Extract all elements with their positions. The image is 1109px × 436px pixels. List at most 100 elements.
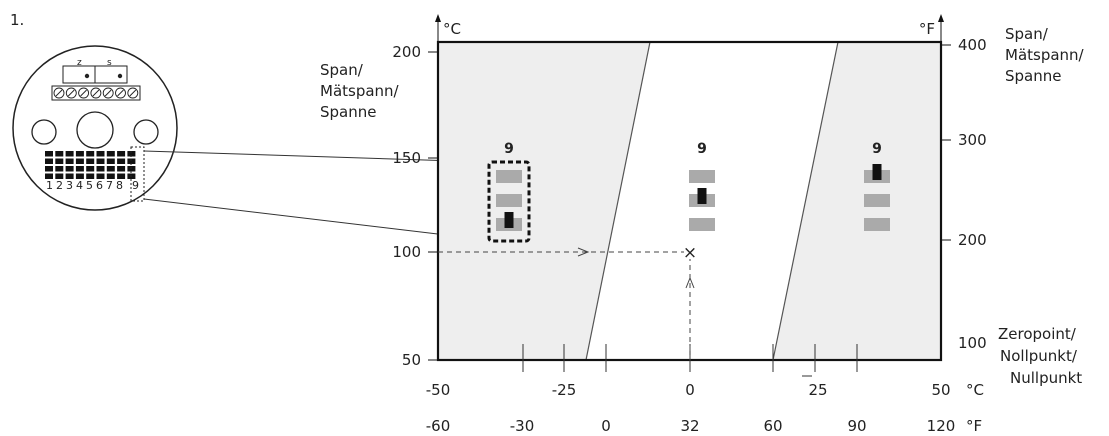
left-tick-label: 100: [392, 243, 421, 261]
dip-switch-cell: [117, 166, 126, 172]
range-boundary-line-right: [772, 41, 839, 361]
dip-number: 8: [116, 179, 123, 192]
right-tick-label: 300: [958, 131, 987, 149]
span-label-line: Mätspann/: [320, 82, 400, 100]
dip-switch-cell: [86, 151, 95, 157]
dip-switch-cell: [96, 166, 105, 172]
celsius-tick-label: 25: [808, 381, 827, 399]
switch-group: 9: [487, 141, 531, 243]
zero-label-line: Nullpunkt: [1010, 369, 1082, 387]
dip-number: 4: [76, 179, 83, 192]
fahrenheit-tick-label: -60: [426, 417, 451, 435]
dip-switch-cell: [86, 158, 95, 164]
fahrenheit-tick-label: 0: [601, 417, 611, 435]
left-axis-unit: °C: [443, 20, 461, 38]
right-axis-ticks: 400 300 200 100: [941, 36, 987, 352]
dip-switch-cell: [45, 173, 53, 179]
callout-line-bottom: [143, 198, 489, 241]
fahrenheit-unit: °F: [966, 417, 982, 435]
fahrenheit-tick-labels: -60 -30 0 32 60 90 120 °F: [426, 417, 982, 435]
callout-line-top: [143, 150, 489, 163]
dip-switch-cell: [75, 173, 84, 179]
zero-label-line: Zeropoint/: [998, 325, 1077, 343]
dip-number: 9: [132, 179, 139, 192]
switch-slot: [689, 170, 715, 183]
center-potentiometer: [76, 111, 114, 149]
dip-switch-cell: [75, 151, 84, 157]
dip-number: 5: [86, 179, 93, 192]
celsius-tick-label: 0: [685, 381, 695, 399]
dip-switch-cell: [127, 158, 136, 164]
dip-switch-cell: [55, 151, 64, 157]
dip-switch-cell: [106, 166, 115, 172]
right-axis-unit: °F: [919, 20, 935, 38]
guide-arrow-up: [685, 276, 695, 289]
shaded-region-right: [773, 42, 941, 360]
dip-number: 2: [56, 179, 63, 192]
dip-switch-cell: [75, 166, 84, 172]
dip-switch-cell: [65, 151, 74, 157]
switch-group: 9: [864, 141, 890, 231]
switch-slot: [496, 170, 522, 183]
zero-label-line: Nollpunkt/: [1000, 347, 1078, 365]
dip-switch-cell: [55, 166, 64, 172]
celsius-tick-labels: -50 -25 0 25 50 °C: [426, 381, 984, 399]
right-tick-label: 100: [958, 334, 987, 352]
dip-switch-cell: [127, 151, 136, 157]
range-boundary-line-left: [585, 41, 651, 361]
fahrenheit-tick-label: 90: [847, 417, 866, 435]
dip-number: 7: [106, 179, 113, 192]
switch-slot: [496, 194, 522, 207]
switch-group-label: 9: [504, 141, 514, 157]
jumper-s-dot: [117, 73, 123, 79]
span-label-line: Spanne: [320, 103, 376, 121]
switch-group-label: 9: [872, 141, 882, 157]
dip-switch-cell: [65, 158, 74, 164]
dip-switch-cell: [65, 173, 74, 179]
dip-switch-cell: [65, 166, 74, 172]
left-tick-label: 200: [392, 43, 421, 61]
switch-lever: [872, 164, 882, 180]
dip-switch-cell: [96, 173, 105, 179]
dip-switch-numbers: 1 2 3 4 5 6 7 8 9: [46, 179, 139, 192]
fahrenheit-tick-label: 32: [680, 417, 699, 435]
right-span-label: Span/ Mätspann/ Spanne: [1005, 25, 1085, 85]
fahrenheit-tick-label: 60: [763, 417, 782, 435]
celsius-tick-label: 50: [931, 381, 950, 399]
switch-slot: [864, 218, 890, 231]
dip-switch-cell: [106, 151, 115, 157]
celsius-unit: °C: [966, 381, 984, 399]
switch-slot: [689, 218, 715, 231]
dip-switch-cell: [45, 158, 53, 164]
dip-switch-cell: [106, 158, 115, 164]
dip-switch-cell: [106, 173, 115, 179]
celsius-tick-label: -25: [552, 381, 577, 399]
left-tick-label: 50: [402, 351, 421, 369]
switch-slot: [864, 194, 890, 207]
right-tick-label: 400: [958, 36, 987, 54]
left-span-label: Span/ Mätspann/ Spanne: [320, 61, 400, 121]
step-number: 1.: [10, 11, 24, 29]
shaded-region-left: [438, 42, 650, 360]
dip-switch-cell: [55, 158, 64, 164]
dip-number: 1: [46, 179, 53, 192]
dip-number: 3: [66, 179, 73, 192]
jumper-label-s: s: [107, 58, 112, 68]
celsius-tick-label: -50: [426, 381, 451, 399]
dip-switch-cell: [86, 166, 95, 172]
dip-number: 6: [96, 179, 103, 192]
dip-switch-cell: [117, 151, 126, 157]
switch-lever: [697, 188, 707, 204]
switch-group-label: 9: [697, 141, 707, 157]
jumper-z-dot: [84, 73, 90, 79]
dip-switch-cell: [96, 158, 105, 164]
dip-switch-cell: [45, 151, 53, 157]
selected-switch-highlight: [487, 160, 531, 243]
terminal-screws: [53, 87, 139, 99]
mount-hole-left: [31, 119, 57, 145]
left-tick-label: 150: [392, 149, 421, 167]
span-label-line: Span/: [1005, 25, 1049, 43]
guide-arrow-right: [577, 247, 590, 257]
dip-switch-cell: [117, 158, 126, 164]
